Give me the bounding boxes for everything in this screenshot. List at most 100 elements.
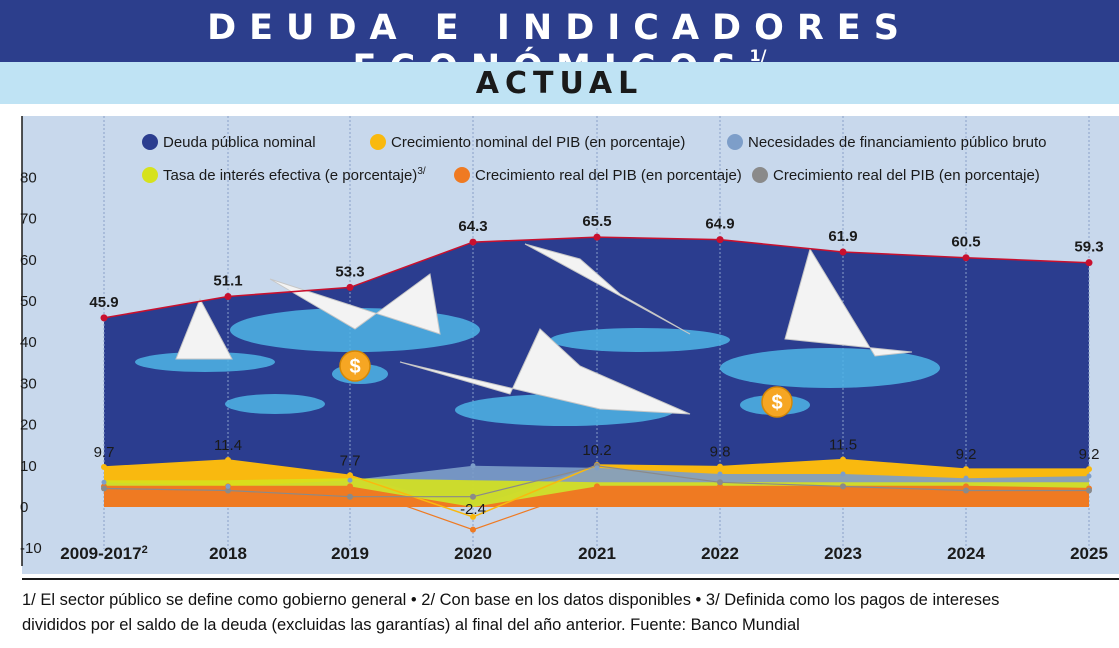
real-gdp-gray-point-3 — [470, 493, 476, 500]
coin-1 — [761, 386, 793, 418]
financing-needs-point-2 — [347, 477, 353, 483]
nominal-gdp-label-7: 9.2 — [956, 446, 977, 463]
paper-boat-4 — [784, 247, 913, 357]
nominal-gdp-point-6 — [840, 456, 846, 463]
debt-point-3 — [469, 238, 477, 246]
paper-boat-2 — [399, 328, 691, 415]
real-gdp-point-7 — [963, 483, 969, 490]
real-gdp-gray-point-2 — [347, 493, 353, 500]
financing-needs-point-5 — [717, 471, 723, 477]
legend-label-2: Necesidades de financiamiento público br… — [748, 134, 1047, 151]
water-puddle-0 — [135, 352, 275, 372]
debt-point-4 — [593, 233, 601, 241]
x-tick-2: 2019 — [331, 544, 369, 563]
nominal-gdp-point-7 — [963, 466, 969, 473]
financing-needs-point-4 — [594, 465, 600, 471]
water-puddle-1 — [225, 394, 325, 414]
nominal-gdp-label-0: 9.7 — [94, 444, 115, 461]
legend-label-note-3: 3/ — [417, 166, 426, 177]
footnote-line-2: divididos por el saldo de la deuda (excl… — [22, 616, 800, 634]
y-tick-1: 0 — [20, 499, 28, 516]
nominal-gdp-label-1: 11.4 — [214, 437, 242, 454]
financing-needs-point-8 — [1086, 473, 1092, 479]
page-title-note: 1/ — [749, 46, 767, 65]
nominal-gdp-point-2 — [347, 472, 353, 479]
nominal-gdp-point-3 — [470, 513, 476, 520]
y-tick-4: 30 — [20, 375, 37, 392]
y-tick-2: 10 — [20, 458, 37, 475]
real-gdp-gray-point-6 — [840, 483, 846, 490]
legend-label-1: Crecimiento nominal del PIB (en porcenta… — [391, 134, 685, 151]
real-gdp-point-5 — [717, 483, 723, 490]
coin-0 — [339, 350, 371, 382]
legend-swatch-2 — [727, 134, 743, 150]
debt-label-3: 64.3 — [458, 218, 487, 235]
x-tick-7: 2024 — [947, 544, 985, 563]
debt-point-1 — [224, 292, 232, 300]
legend-swatch-4 — [454, 167, 470, 183]
real-gdp-point-3 — [470, 526, 476, 533]
debt-label-1: 51.1 — [213, 272, 242, 289]
nominal-gdp-point-1 — [225, 457, 231, 464]
x-tick-6: 2023 — [824, 544, 862, 563]
y-tick-7: 60 — [20, 252, 37, 269]
x-tick-8: 2025 — [1070, 544, 1108, 563]
debt-label-7: 60.5 — [951, 234, 980, 251]
nominal-gdp-label-2: 7.7 — [340, 452, 361, 469]
legend-label-0: Deuda pública nominal — [163, 134, 316, 151]
coin-symbol-0: $ — [349, 356, 360, 378]
paper-boat-3 — [524, 243, 691, 335]
page-subtitle: ACTUAL — [475, 66, 644, 101]
legend-label-3: Tasa de interés efectiva (e porcentaje)3… — [163, 166, 426, 184]
legend-swatch-0 — [142, 134, 158, 150]
real-gdp-point-4 — [594, 483, 600, 490]
paper-boat-1 — [269, 273, 441, 335]
real-gdp-point-2 — [347, 483, 353, 490]
footnote: 1/ El sector público se define como gobi… — [22, 588, 1112, 638]
financing-needs-point-1 — [225, 483, 231, 489]
debt-point-2 — [346, 283, 354, 291]
debt-label-2: 53.3 — [335, 263, 364, 280]
legend-swatch-5 — [752, 167, 768, 183]
real-gdp-area — [104, 486, 1089, 507]
legend-label-4: Crecimiento real del PIB (en porcentaje) — [475, 167, 742, 184]
footnote-line-1: 1/ El sector público se define como gobi… — [22, 591, 1000, 609]
debt-label-5: 64.9 — [705, 216, 734, 233]
debt-point-7 — [962, 254, 970, 262]
financing-needs-point-3 — [470, 463, 476, 469]
debt-label-0: 45.9 — [89, 294, 118, 311]
subtitle-bar — [0, 62, 1119, 104]
real-gdp-gray-point-8 — [1086, 487, 1092, 494]
debt-chart: $ $45.9 9.7 51.1 11.4 53.3 7.7 64.3 -2.4 65.5 10.2… — [20, 116, 1119, 580]
nominal-gdp-label-4: 10.2 — [582, 442, 611, 459]
nominal-gdp-point-8 — [1086, 466, 1092, 473]
nominal-gdp-point-0 — [101, 464, 107, 471]
x-tick-note-0: 2 — [142, 544, 148, 556]
real-gdp-gray-point-1 — [225, 487, 231, 494]
y-tick-6: 50 — [20, 293, 37, 310]
nominal-gdp-point-5 — [717, 463, 723, 470]
financing-needs-point-0 — [101, 479, 107, 485]
x-tick-1: 2018 — [209, 544, 247, 563]
x-tick-5: 2022 — [701, 544, 739, 563]
real-gdp-gray-point-0 — [101, 485, 107, 492]
financing-needs-point-7 — [963, 475, 969, 481]
nominal-gdp-label-5: 9.8 — [710, 444, 731, 461]
water-puddle-6 — [720, 348, 940, 388]
paper-boat-0 — [175, 297, 233, 360]
y-tick-9: 80 — [20, 169, 37, 186]
debt-label-8: 59.3 — [1074, 239, 1103, 256]
financing-needs-point-6 — [840, 471, 846, 477]
real-gdp-gray-point-7 — [963, 487, 969, 494]
legend-swatch-3 — [142, 167, 158, 183]
x-tick-0: 2009-20172 — [60, 544, 147, 563]
nominal-gdp-label-3: -2.4 — [460, 501, 486, 518]
x-tick-4: 2021 — [578, 544, 616, 563]
debt-point-5 — [716, 236, 724, 244]
debt-point-6 — [839, 248, 847, 256]
legend-label-5: Crecimiento real del PIB (en porcentaje) — [773, 167, 1040, 184]
real-gdp-gray-point-5 — [717, 479, 723, 486]
title-bar — [0, 0, 1119, 62]
y-tick-0: -10 — [20, 540, 42, 557]
nominal-gdp-label-8: 9.2 — [1079, 446, 1100, 463]
